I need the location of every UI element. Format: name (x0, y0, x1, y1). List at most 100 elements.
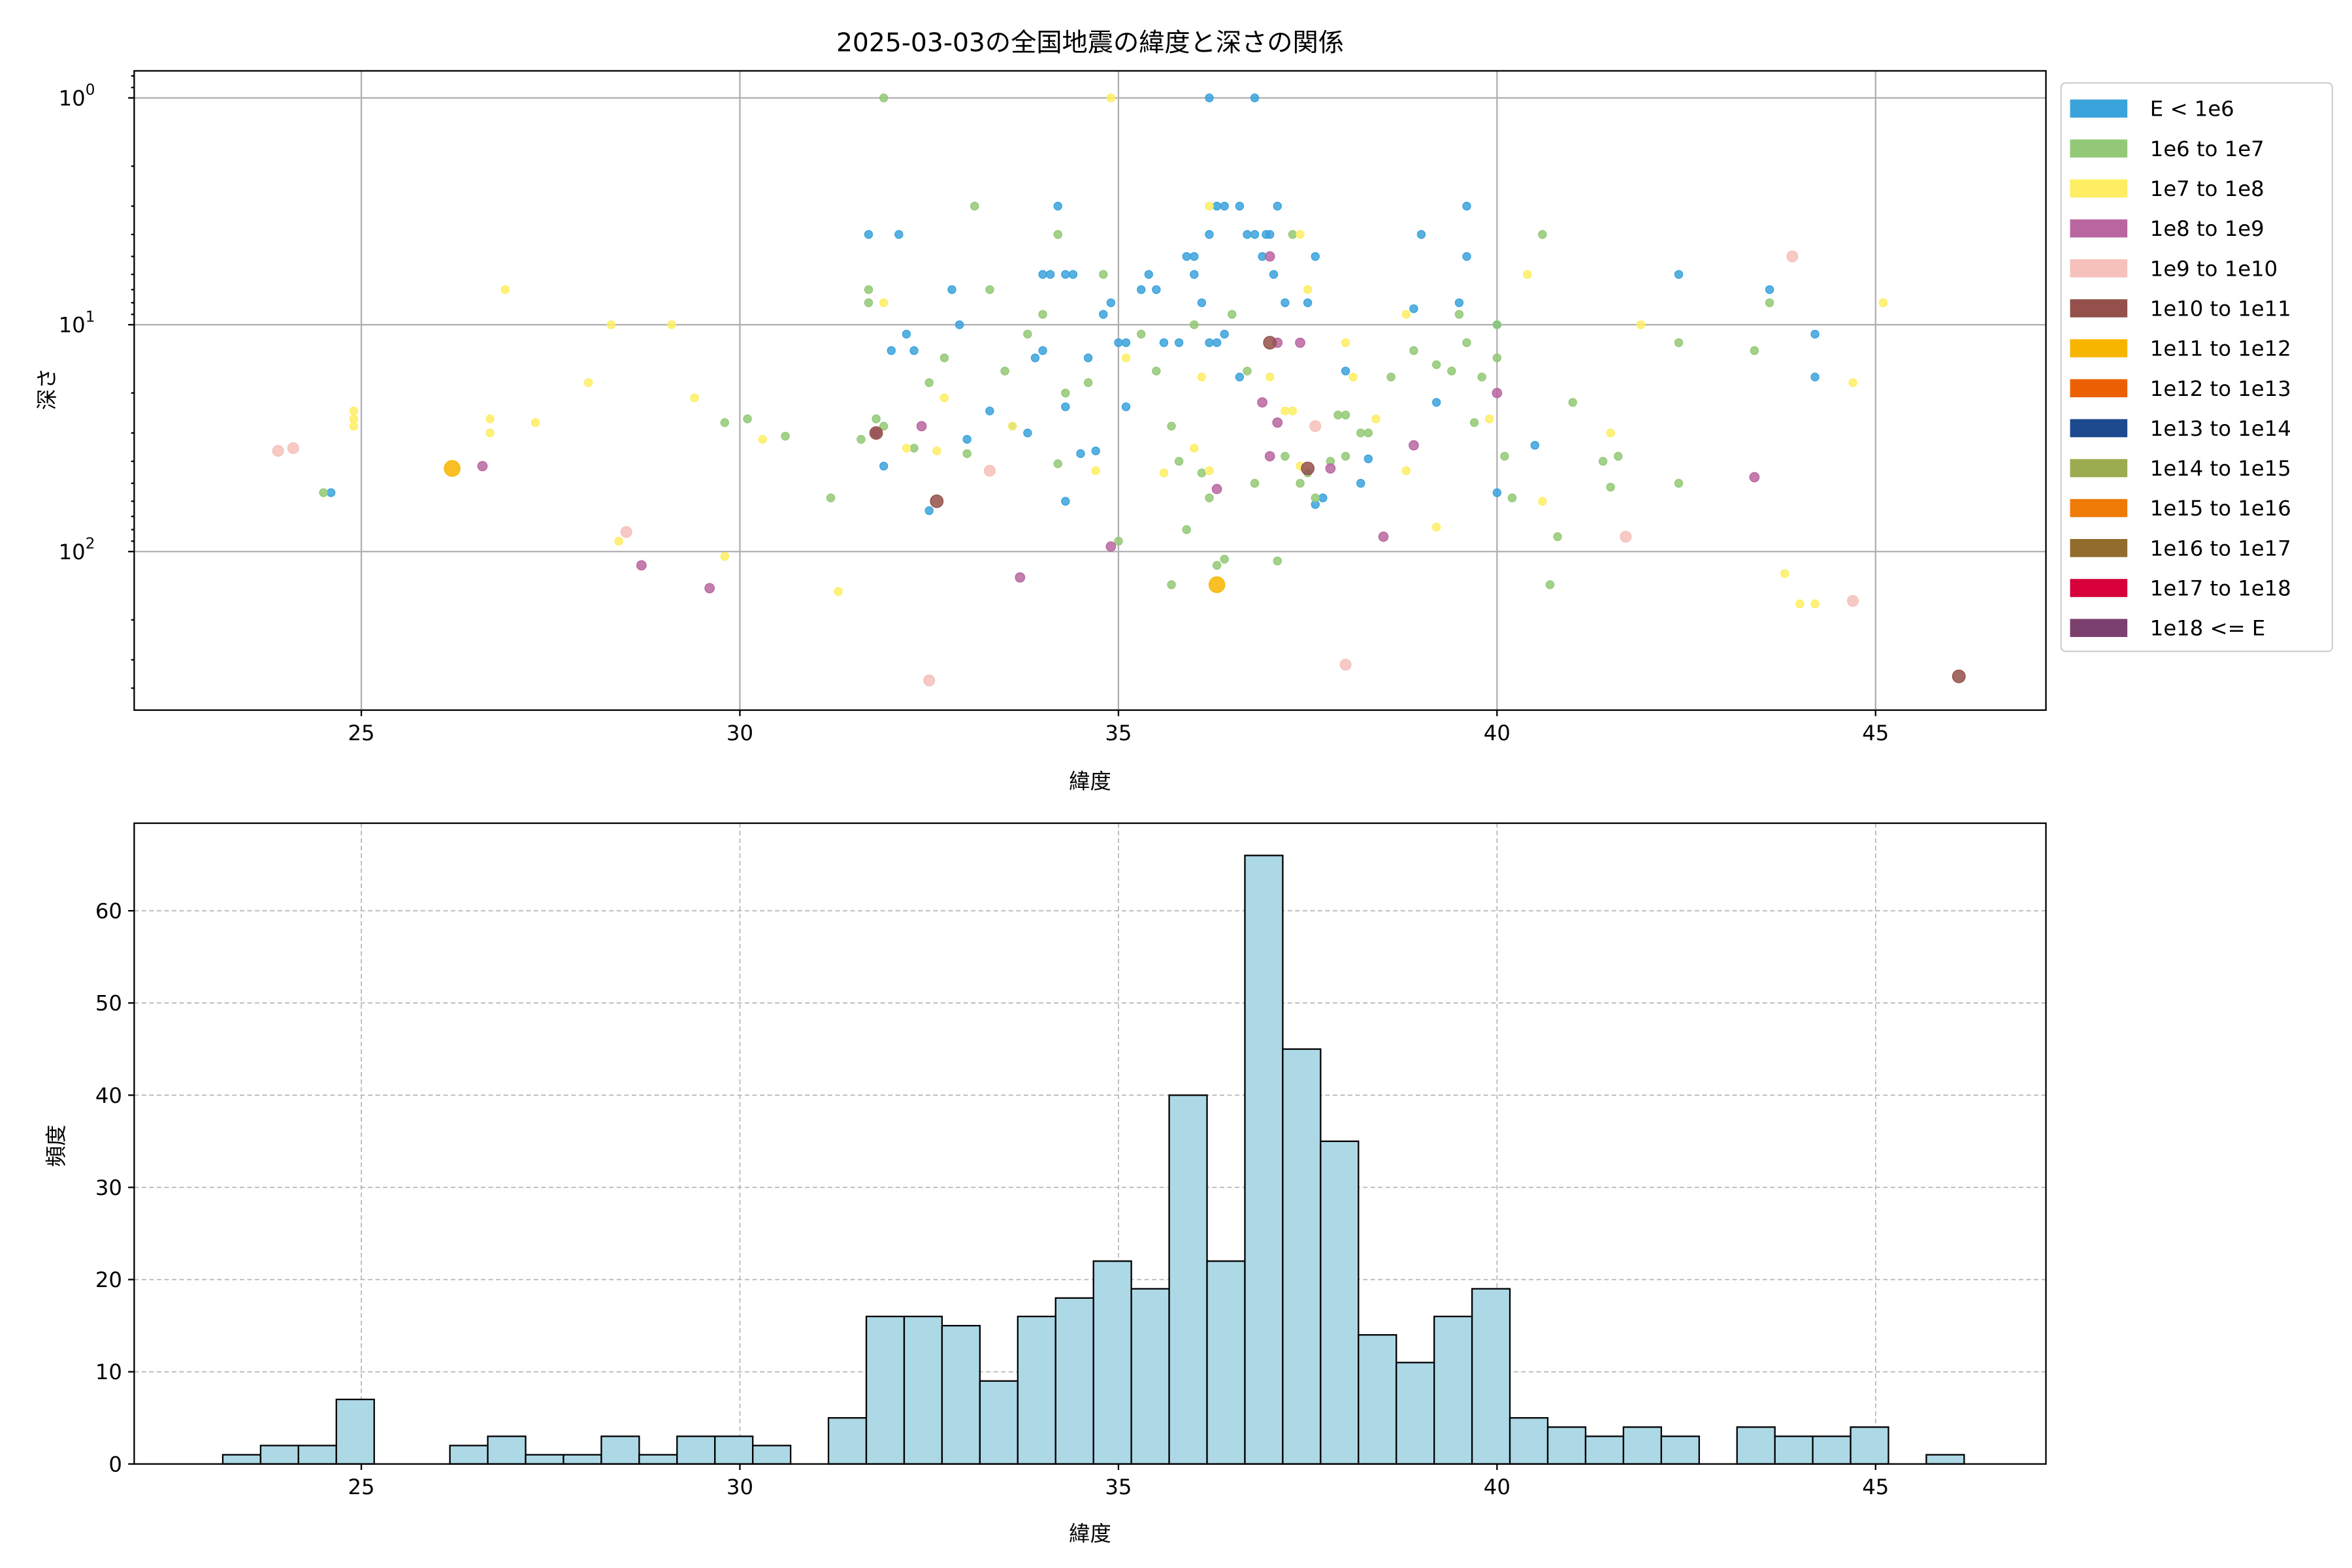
histogram-bar (600, 1435, 640, 1465)
scatter-y-tick-label: 102 (59, 536, 95, 564)
scatter-point (1341, 451, 1350, 461)
scatter-point (1030, 353, 1040, 363)
scatter-ylabel: 深さ (35, 368, 59, 410)
scatter-point (924, 378, 934, 387)
legend-label: 1e8 to 1e9 (2150, 216, 2264, 241)
histogram-bar (1433, 1315, 1473, 1465)
scatter-point (1243, 230, 1252, 239)
scatter-point (690, 393, 699, 402)
scatter-point (909, 346, 919, 355)
scatter-point (1273, 201, 1282, 211)
histogram-bar (941, 1324, 981, 1465)
scatter-point (1007, 421, 1017, 431)
scatter-point (1462, 201, 1471, 211)
scatter-point (1750, 346, 1759, 355)
legend-label: 1e12 to 1e13 (2150, 376, 2291, 401)
scatter-point (1288, 406, 1298, 416)
histogram-bar (1358, 1334, 1397, 1465)
scatter-point (1243, 367, 1252, 376)
histogram-bar (1244, 855, 1284, 1465)
legend-swatch (2070, 299, 2128, 318)
scatter-point (1190, 320, 1199, 329)
scatter-point (1454, 310, 1464, 319)
scatter-point (1795, 599, 1805, 608)
legend-swatch (2070, 619, 2128, 637)
legend-swatch (2070, 498, 2128, 517)
scatter-point (614, 536, 623, 546)
scatter-point (1159, 338, 1169, 348)
scatter-point (1309, 420, 1322, 433)
scatter-point (1269, 270, 1279, 279)
histogram-bar (676, 1435, 716, 1465)
scatter-point (1431, 523, 1441, 532)
scatter-point (1208, 576, 1226, 593)
scatter-point (1507, 493, 1517, 502)
scatter-point (1228, 310, 1237, 319)
scatter-point (1447, 367, 1456, 376)
legend-swatch (2070, 179, 2128, 198)
scatter-point (864, 285, 874, 294)
histogram-bar (1812, 1435, 1852, 1465)
scatter-point (1190, 270, 1199, 279)
scatter-point (1409, 346, 1418, 355)
scatter-axes-frame (133, 70, 2047, 711)
scatter-point (879, 93, 889, 103)
scatter-point (349, 421, 359, 431)
scatter-point (1416, 230, 1426, 239)
scatter-point (1538, 497, 1547, 506)
histogram-ticks: 25 30 35 40 45 0 10 20 30 40 50 60 (95, 899, 1889, 1499)
scatter-point (1106, 93, 1116, 103)
scatter-point (1250, 93, 1260, 103)
legend-label: 1e18 <= E (2150, 616, 2266, 641)
scatter-point (1333, 410, 1343, 419)
scatter-point (1083, 353, 1093, 363)
scatter-point (1205, 338, 1214, 348)
scatter-point (1401, 466, 1411, 476)
scatter-point (444, 460, 461, 477)
scatter-point (1847, 595, 1859, 607)
scatter-point (1061, 388, 1070, 398)
scatter-point (1500, 451, 1509, 461)
scatter-point (1674, 479, 1684, 488)
legend-swatch (2070, 379, 2128, 398)
scatter-point (781, 431, 790, 441)
scatter-point (879, 421, 889, 431)
scatter-point (1099, 270, 1108, 279)
scatter-point (826, 493, 836, 502)
scatter-point (485, 414, 495, 423)
scatter-point (1620, 531, 1632, 543)
scatter-point (1083, 378, 1093, 387)
scatter-point (1409, 304, 1418, 314)
scatter-point (1341, 338, 1350, 348)
scatter-point (1212, 561, 1222, 570)
legend-swatch (2070, 579, 2128, 597)
scatter-point (1053, 201, 1062, 211)
legend-label: 1e10 to 1e11 (2150, 296, 2291, 321)
scatter-point (1409, 440, 1419, 451)
scatter-point (1076, 449, 1085, 459)
scatter-point (916, 421, 927, 432)
legend-swatch (2070, 539, 2128, 557)
scatter-point (1786, 250, 1799, 263)
legend-label: 1e15 to 1e16 (2150, 496, 2291, 521)
scatter-point (1235, 201, 1245, 211)
scatter-point (1205, 93, 1214, 103)
scatter-point (1296, 479, 1305, 488)
scatter-point (1469, 418, 1479, 427)
histogram-bar (221, 1454, 262, 1465)
scatter-point (1105, 541, 1117, 552)
scatter-point (1257, 397, 1267, 408)
histogram-y-tick-label: 30 (95, 1175, 122, 1200)
scatter-point (1023, 429, 1032, 438)
scatter-point (1749, 472, 1760, 483)
scatter-point (1606, 482, 1615, 492)
scatter-point (1281, 406, 1290, 416)
histogram-bar (1736, 1426, 1776, 1465)
histogram-x-tick-label: 30 (727, 1475, 753, 1499)
histogram-bar (1282, 1048, 1322, 1465)
scatter-point (1091, 466, 1100, 476)
scatter-y-tick-label: 100 (59, 82, 95, 110)
scatter-point (620, 526, 632, 538)
scatter-point (869, 426, 883, 440)
scatter-point (1598, 457, 1608, 466)
